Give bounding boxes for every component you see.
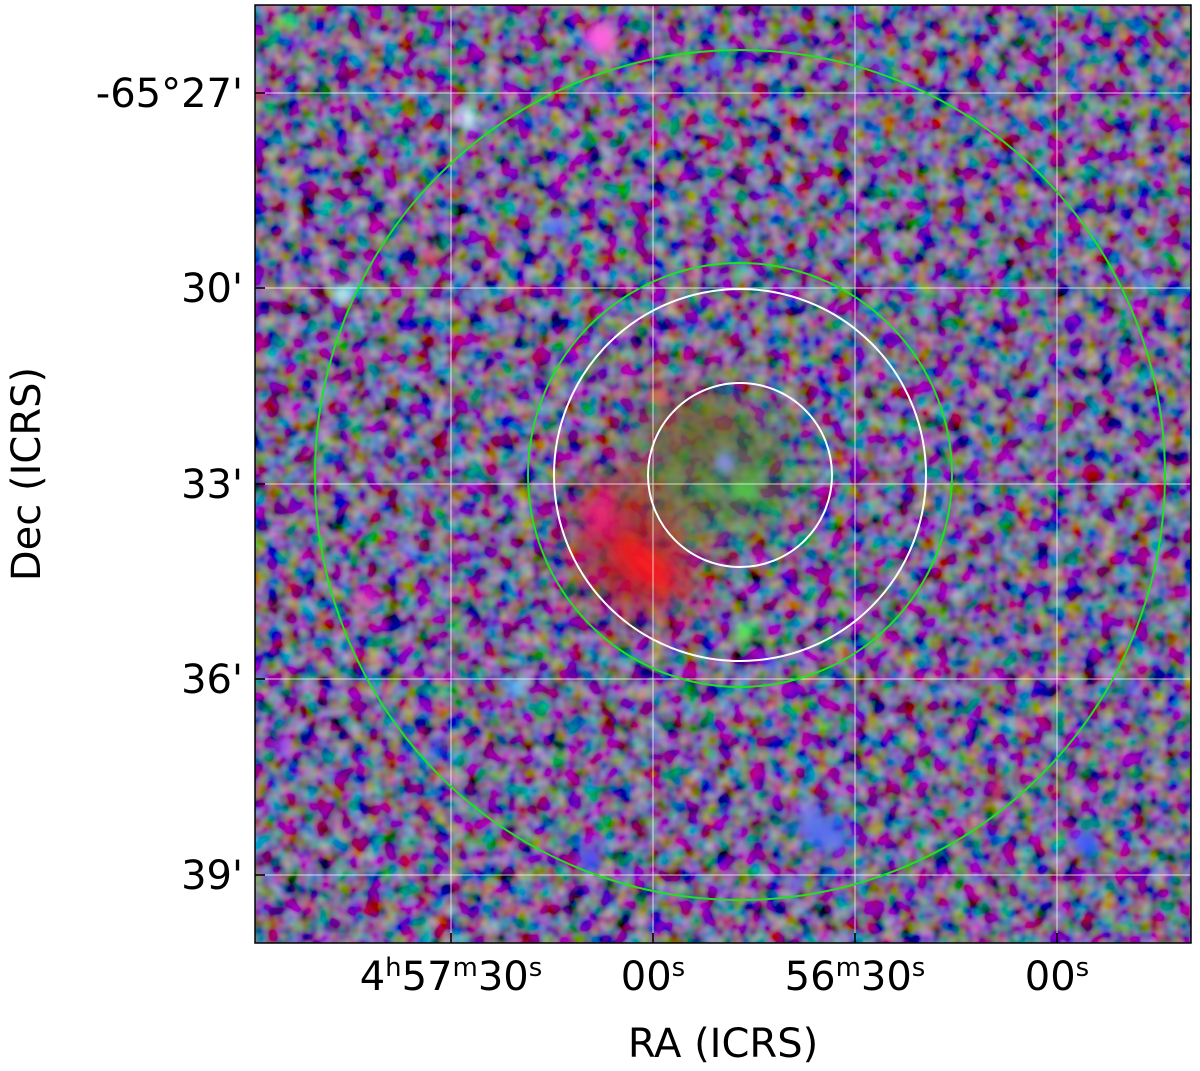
- dec-tick-label: 30': [181, 266, 243, 312]
- outer-white-circle: [553, 288, 927, 662]
- annulus-regions: [314, 49, 1166, 901]
- dec-tick-label: 36': [181, 657, 243, 703]
- plot-frame: [254, 4, 1192, 944]
- x-axis-title: RA (ICRS): [628, 1021, 818, 1067]
- ra-tick-label: 56m30s: [785, 953, 926, 1000]
- sky-image: [255, 5, 1191, 943]
- extended-sources: [588, 493, 849, 852]
- ra-tick-label: 00s: [621, 953, 685, 1000]
- point-sources: [273, 12, 1154, 892]
- coordinate-grid: [255, 5, 1191, 943]
- ra-tick-label: 00s: [1025, 953, 1089, 1000]
- ra-tick-labels: 4h57m30s 00s 56m30s 00s: [360, 953, 1090, 1000]
- y-axis-title: Dec (ICRS): [4, 367, 50, 581]
- dec-tick-label: 39': [181, 853, 243, 899]
- inner-white-circle: [647, 382, 833, 568]
- tick-marks: [255, 92, 1058, 943]
- dec-tick-label: -65°27': [96, 71, 243, 117]
- ra-tick-label: 4h57m30s: [360, 953, 543, 1000]
- dec-tick-label: 33': [181, 462, 243, 508]
- outer-green-circle: [314, 49, 1166, 901]
- dec-tick-labels: -65°27' 30' 33' 36' 39': [96, 71, 243, 899]
- middle-green-circle: [527, 262, 953, 688]
